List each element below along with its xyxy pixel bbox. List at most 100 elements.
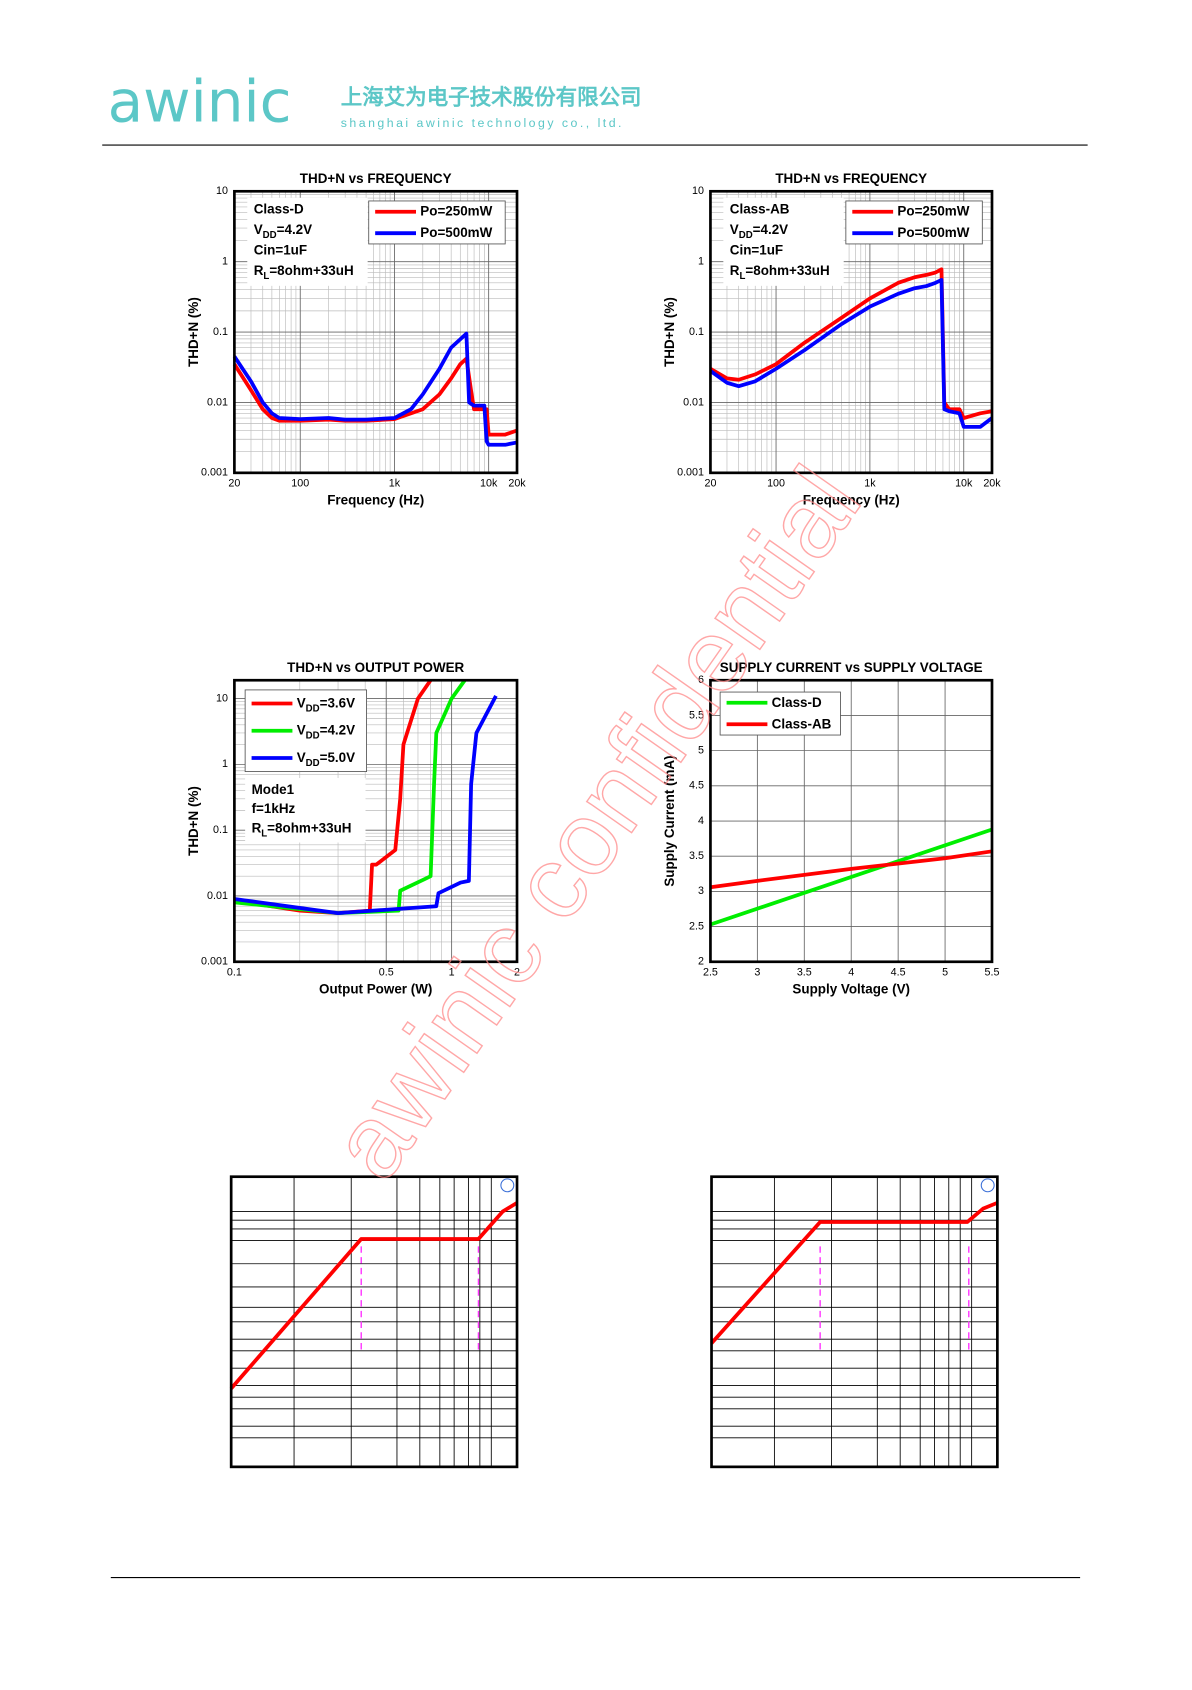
chart-title: THD+N vs FREQUENCY: [300, 171, 452, 186]
x-tick-label: 5.5: [985, 966, 1000, 978]
legend-label-part: V: [297, 695, 306, 710]
legend-label: Po=500mW: [897, 225, 969, 240]
y-tick-label: 0.01: [683, 396, 704, 408]
annotation: RL=8ohm+33uH: [254, 262, 354, 281]
legend-label-part: Po=500mW: [897, 225, 969, 240]
x-axis-label: Frequency (Hz): [327, 492, 424, 507]
y-tick-label: 3: [698, 885, 704, 897]
company-en: shanghai awinic technology co., ltd.: [341, 116, 624, 130]
annotation: VDD=4.2V: [254, 222, 312, 242]
chart-title: THD+N vs FREQUENCY: [775, 171, 927, 186]
x-axis-label: Output Power (W): [319, 981, 432, 996]
series-line: [710, 849, 993, 890]
y-tick-label: 10: [216, 692, 228, 704]
x-tick-label: 3.5: [797, 966, 812, 978]
y-tick-label: 10: [692, 185, 704, 197]
annotation-part: L: [261, 829, 267, 840]
x-tick-label: 3: [754, 966, 760, 978]
legend-label-part: DD: [306, 731, 320, 742]
annotation-part: Class-D: [254, 201, 304, 216]
x-tick-label: 1: [449, 966, 455, 978]
annotation-part: Mode1: [252, 781, 295, 796]
x-tick-label: 20k: [983, 477, 1001, 489]
legend-label: VDD=3.6V: [297, 695, 355, 715]
annotation-part: V: [730, 222, 739, 237]
legend-box: [719, 691, 841, 736]
annotation-part: DD: [739, 230, 753, 241]
chart: [710, 1175, 999, 1469]
x-axis-label: Frequency (Hz): [803, 492, 900, 507]
y-tick-label: 1: [222, 758, 228, 770]
logo-badge: [500, 1178, 515, 1193]
legend-label: VDD=4.2V: [297, 722, 355, 742]
x-tick-label: 20: [704, 477, 716, 489]
x-tick-label: 20: [228, 477, 240, 489]
x-tick-label: 10k: [955, 477, 973, 489]
x-tick-label: 20k: [508, 477, 526, 489]
y-axis-label: THD+N (%): [662, 297, 677, 367]
annotation-part: f=1kHz: [252, 801, 296, 816]
y-tick-label: 0.001: [201, 956, 228, 968]
legend-box: [845, 200, 983, 245]
plot-frame: [709, 189, 994, 475]
legend-label-part: =4.2V: [320, 722, 355, 737]
y-tick-label: 6: [698, 674, 704, 686]
legend-box: [368, 200, 506, 245]
plot-frame: [229, 1175, 519, 1469]
y-tick-label: 0.001: [201, 467, 228, 479]
annotation: Class-AB: [730, 201, 790, 216]
y-tick-label: 10: [216, 185, 228, 197]
legend-label-part: Class-AB: [772, 716, 832, 731]
annotation-part: R: [252, 820, 262, 835]
y-axis-label: Supply Current (mA): [662, 755, 677, 886]
annotation-box: [247, 197, 368, 286]
x-tick-label: 0.1: [227, 966, 242, 978]
legend-label-part: DD: [306, 704, 320, 715]
annotation-part: L: [739, 271, 745, 282]
watermark: awinic confidential: [308, 447, 882, 1199]
logo: awinic: [108, 67, 292, 135]
legend-label: Po=250mW: [420, 203, 492, 218]
y-tick-label: 0.1: [213, 326, 228, 338]
legend-label-part: V: [297, 750, 306, 765]
annotation: Cin=1uF: [254, 242, 307, 257]
logo-badge: [980, 1178, 995, 1193]
x-tick-label: 1k: [389, 477, 401, 489]
legend-label-part: Po=250mW: [897, 203, 969, 218]
x-tick-label: 2.5: [703, 966, 718, 978]
annotation: RL=8ohm+33uH: [252, 820, 352, 840]
annotation-part: Cin=1uF: [254, 242, 307, 257]
annotation-part: =8ohm+33uH: [267, 820, 351, 835]
series-line: [232, 331, 518, 447]
legend-label-part: Po=250mW: [420, 203, 492, 218]
x-tick-label: 100: [291, 477, 309, 489]
annotation: Class-D: [254, 201, 304, 216]
chart: 20 100 1k 10k 20k 0.001 0.01 0.1 1 10 Class-D VDD=4…: [186, 171, 526, 507]
y-tick-label: 0.1: [213, 824, 228, 836]
annotation-part: =4.2V: [277, 222, 312, 237]
legend-label-part: V: [297, 722, 306, 737]
legend-label: Class-D: [772, 694, 822, 709]
y-tick-label: 5.5: [689, 709, 704, 721]
annotation-box: [245, 778, 366, 843]
chart: 0.1 0.5 1 2 0.001 0.01 0.1 1 10 Mode1 f=1kHz RL=8oh…: [186, 660, 520, 996]
chart-title: THD+N vs OUTPUT POWER: [287, 660, 464, 675]
series-line: [709, 827, 993, 927]
y-tick-label: 0.01: [207, 396, 228, 408]
plot-frame: [233, 189, 519, 475]
annotation: f=1kHz: [252, 801, 296, 816]
y-tick-label: 4: [698, 815, 704, 827]
series-line: [234, 694, 498, 915]
annotation-part: =8ohm+33uH: [269, 262, 353, 277]
charts: 20 100 1k 10k 20k0.0010.010.1110Class-DVDD=4…: [186, 171, 1001, 1469]
legend-label-part: Po=500mW: [420, 225, 492, 240]
legend-label-part: =3.6V: [320, 695, 355, 710]
x-tick-label: 2: [514, 966, 520, 978]
plot-frame: [233, 678, 519, 964]
plot-frame: [709, 678, 994, 964]
annotation: VDD=4.2V: [730, 222, 788, 242]
legend-label-part: Class-D: [772, 694, 822, 709]
y-tick-label: 1: [698, 256, 704, 268]
annotation-part: Cin=1uF: [730, 242, 783, 257]
